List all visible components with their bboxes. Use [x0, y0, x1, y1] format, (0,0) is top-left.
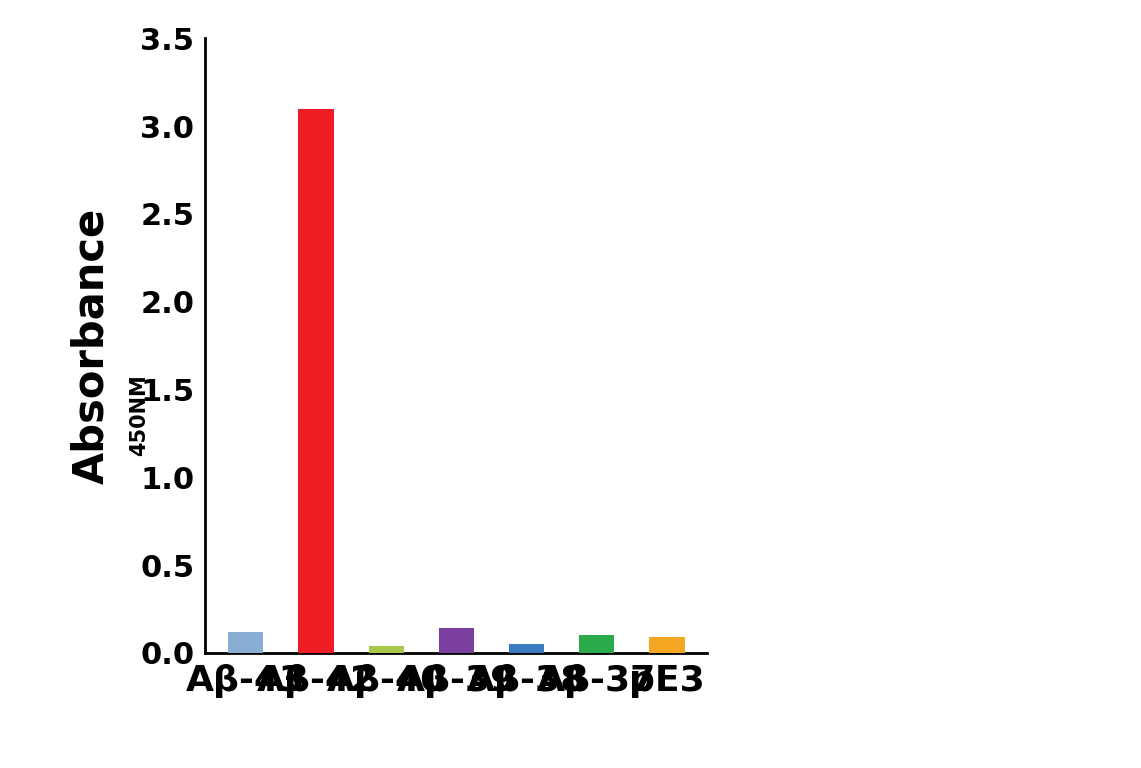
Bar [299, 108, 333, 653]
Bar [369, 646, 404, 653]
Bar [649, 637, 685, 653]
Text: 450NM: 450NM [129, 374, 149, 455]
Bar [509, 644, 544, 653]
Bar [439, 628, 474, 653]
Text: Absorbance: Absorbance [71, 207, 112, 484]
Bar [580, 635, 614, 653]
Bar [228, 632, 264, 653]
